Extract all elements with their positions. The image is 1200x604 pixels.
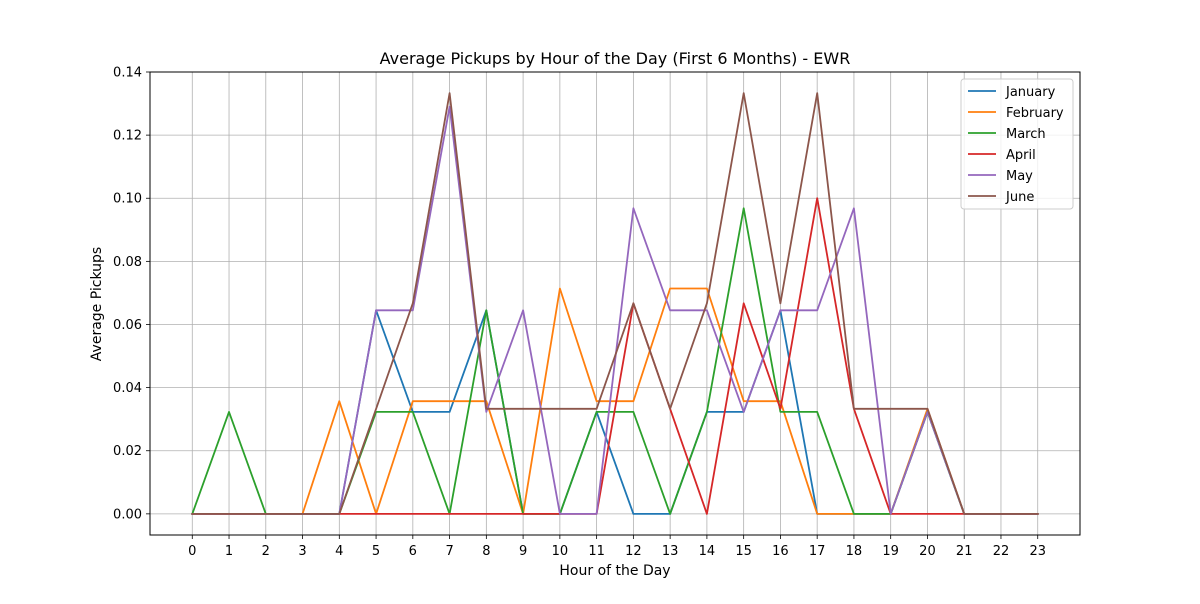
x-tick-label: 19: [882, 544, 899, 559]
y-axis-ticks: 0.00 0.02 0.04 0.06 0.08 0.10 0.12 0.14: [113, 66, 150, 522]
x-tick-label: 9: [519, 544, 527, 559]
x-tick-label: 14: [699, 544, 716, 559]
legend-label-march: March: [1006, 127, 1046, 142]
legend-label-april: April: [1006, 148, 1036, 163]
y-tick-label: 0.06: [113, 318, 142, 333]
x-tick-label: 7: [445, 544, 453, 559]
x-tick-label: 1: [225, 544, 233, 559]
legend-label-may: May: [1006, 169, 1033, 184]
y-axis-label: Average Pickups: [89, 247, 105, 361]
x-tick-label: 18: [846, 544, 863, 559]
legend-label-june: June: [1005, 190, 1034, 205]
x-tick-label: 2: [262, 544, 270, 559]
x-axis-label: Hour of the Day: [559, 563, 670, 579]
x-tick-label: 13: [662, 544, 679, 559]
series-line-june: [191, 92, 1039, 515]
x-tick-label: 5: [372, 544, 380, 559]
x-axis-ticks: 0 1 2 3 4 5 6 7 8 9 10 11 12 13 14 15 16 17 18 19 20 21 22 23: [188, 535, 1046, 559]
x-tick-label: 6: [409, 544, 417, 559]
x-tick-label: 20: [919, 544, 936, 559]
x-tick-label: 22: [993, 544, 1010, 559]
x-tick-label: 8: [482, 544, 490, 559]
x-tick-label: 11: [588, 544, 605, 559]
x-tick-label: 21: [956, 544, 973, 559]
legend: January February March April May June: [960, 78, 1074, 210]
grid: [150, 71, 1080, 535]
x-tick-label: 4: [335, 544, 343, 559]
plot-frame: [149, 71, 1081, 536]
legend-label-january: January: [1005, 85, 1056, 100]
y-tick-label: 0.14: [113, 66, 142, 81]
y-tick-label: 0.08: [113, 255, 142, 270]
chart-title: Average Pickups by Hour of the Day (Firs…: [380, 49, 851, 68]
x-tick-label: 17: [809, 544, 826, 559]
y-tick-label: 0.02: [113, 444, 142, 459]
x-tick-label: 10: [552, 544, 569, 559]
y-tick-label: 0.04: [113, 381, 142, 396]
legend-label-february: February: [1006, 106, 1064, 121]
x-tick-label: 15: [735, 544, 752, 559]
x-tick-label: 16: [772, 544, 789, 559]
legend-entries: January February March April May June: [968, 85, 1064, 205]
series-lines: [191, 92, 1039, 516]
y-tick-label: 0.10: [113, 192, 142, 207]
x-tick-label: 23: [1029, 544, 1046, 559]
x-tick-label: 0: [188, 544, 196, 559]
x-tick-label: 3: [298, 544, 306, 559]
y-tick-label: 0.00: [113, 507, 142, 522]
x-tick-label: 12: [625, 544, 642, 559]
y-tick-label: 0.12: [113, 129, 142, 144]
